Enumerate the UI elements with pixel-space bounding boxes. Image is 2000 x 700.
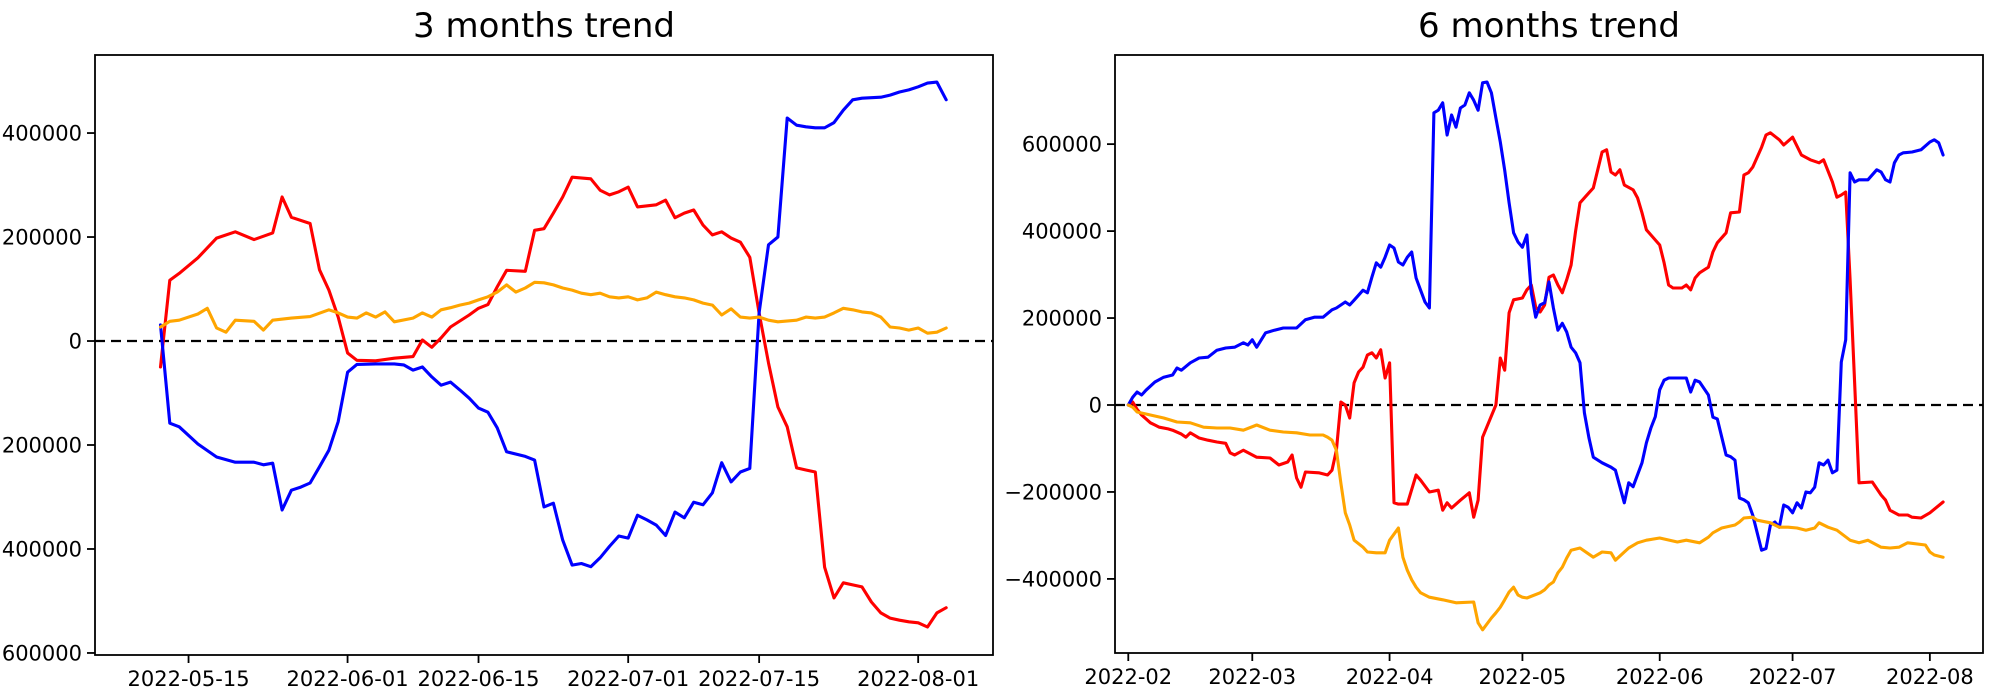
x-tick-label: 2022-05-15 <box>128 667 250 691</box>
series-line-blue <box>1126 80 1945 552</box>
y-tick-label: 400000 <box>1022 220 1102 244</box>
chart-6-months: 2022-02 2022-03 2022-04 2022-05 2022-06 2022-… <box>1004 54 1984 689</box>
x-tick-label: 2022-05 <box>1479 665 1567 689</box>
series-line-blue <box>158 80 948 569</box>
series-line-orange <box>1126 403 1945 632</box>
y-tick-label: −200000 <box>1004 480 1102 504</box>
x-tick-label: 2022-02 <box>1084 665 1172 689</box>
y-tick-label: 400000 <box>2 122 82 146</box>
series-line-red <box>1126 131 1945 520</box>
x-tick-label: 2022-08 <box>1886 665 1974 689</box>
axes-frame <box>94 54 994 656</box>
x-tick-label: 2022-03 <box>1208 665 1296 689</box>
x-tick-label: 2022-06 <box>1616 665 1704 689</box>
x-tick-label: 2022-07-15 <box>698 667 820 691</box>
y-tick-label: −400000 <box>1004 567 1102 591</box>
y-tick-label: 0 <box>69 330 82 354</box>
x-tick-label: 2022-07 <box>1749 665 1837 689</box>
y-tick-label: 600000 <box>1022 133 1102 157</box>
chart-title-6-months: 6 months trend <box>1418 6 1680 46</box>
series-line-red <box>158 175 948 629</box>
y-tick-label: −400000 <box>0 537 82 561</box>
x-tick-label: 2022-08-01 <box>857 667 979 691</box>
series-line-orange <box>158 280 948 335</box>
y-tick-label: −600000 <box>0 641 82 665</box>
chart-title-3-months: 3 months trend <box>413 6 675 46</box>
axes-frame <box>1114 54 1984 654</box>
x-tick-label: 2022-06-15 <box>417 667 539 691</box>
y-tick-label: 200000 <box>1022 307 1102 331</box>
x-tick-label: 2022-07-01 <box>567 667 689 691</box>
y-tick-label: 200000 <box>2 226 82 250</box>
chart-3-months: 2022-05-15 2022-06-01 2022-06-15 2022-07-01… <box>0 54 994 691</box>
y-tick-label: 0 <box>1089 394 1102 418</box>
x-tick-label: 2022-04 <box>1346 665 1434 689</box>
y-tick-label: −200000 <box>0 434 82 458</box>
x-tick-label: 2022-06-01 <box>287 667 409 691</box>
